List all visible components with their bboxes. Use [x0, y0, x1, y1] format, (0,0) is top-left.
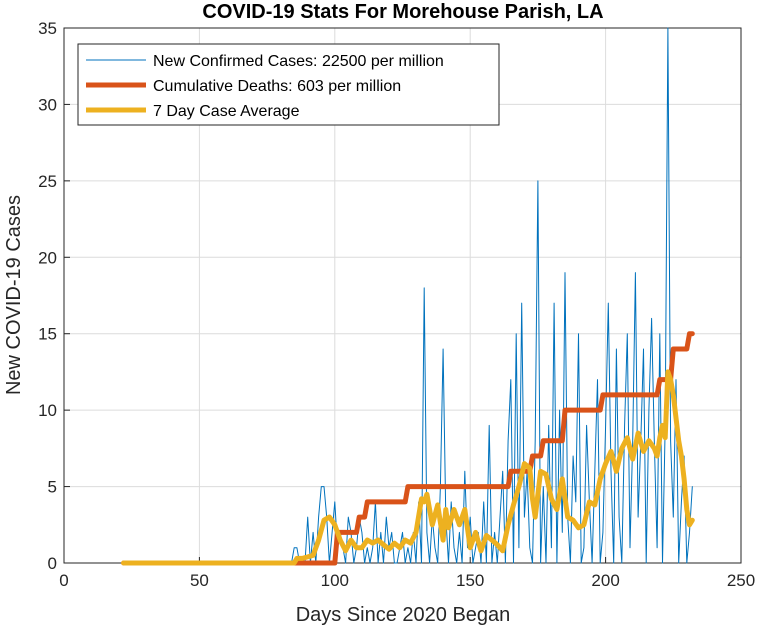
y-tick-label: 10	[38, 401, 57, 420]
legend-label-cumulative-deaths: Cumulative Deaths: 603 per million	[153, 78, 401, 95]
y-tick-label: 0	[48, 554, 57, 573]
x-tick-label: 100	[321, 571, 349, 590]
plot-area-frame	[63, 27, 742, 564]
seven-day-average-line	[121, 369, 695, 566]
x-tick-label: 0	[59, 571, 68, 590]
legend-label-7-day-average: 7 Day Case Average	[153, 103, 300, 120]
y-tick-label: 30	[38, 95, 57, 114]
x-tick-label: 200	[591, 571, 619, 590]
x-axis-label: Days Since 2020 Began	[296, 604, 511, 626]
chart-title: COVID-19 Stats For Morehouse Parish, LA	[202, 1, 603, 23]
y-axis-label: New COVID-19 Cases	[3, 195, 25, 395]
x-tick-label: 150	[456, 571, 484, 590]
legend-label-new-cases: New Confirmed Cases: 22500 per million	[153, 53, 444, 70]
y-tick-label: 35	[38, 19, 57, 38]
y-axis-ticks: 0 5 10 15 20 25 30 35	[38, 19, 70, 573]
x-tick-label: 50	[190, 571, 209, 590]
data-series	[121, 27, 695, 566]
y-tick-label: 5	[48, 478, 57, 497]
y-tick-label: 25	[38, 172, 57, 191]
y-tick-label: 15	[38, 325, 57, 344]
x-tick-label: 250	[727, 571, 755, 590]
y-tick-label: 20	[38, 248, 57, 267]
legend: New Confirmed Cases: 22500 per million C…	[77, 43, 500, 126]
new-cases-line	[123, 27, 693, 564]
legend-box	[77, 43, 500, 126]
